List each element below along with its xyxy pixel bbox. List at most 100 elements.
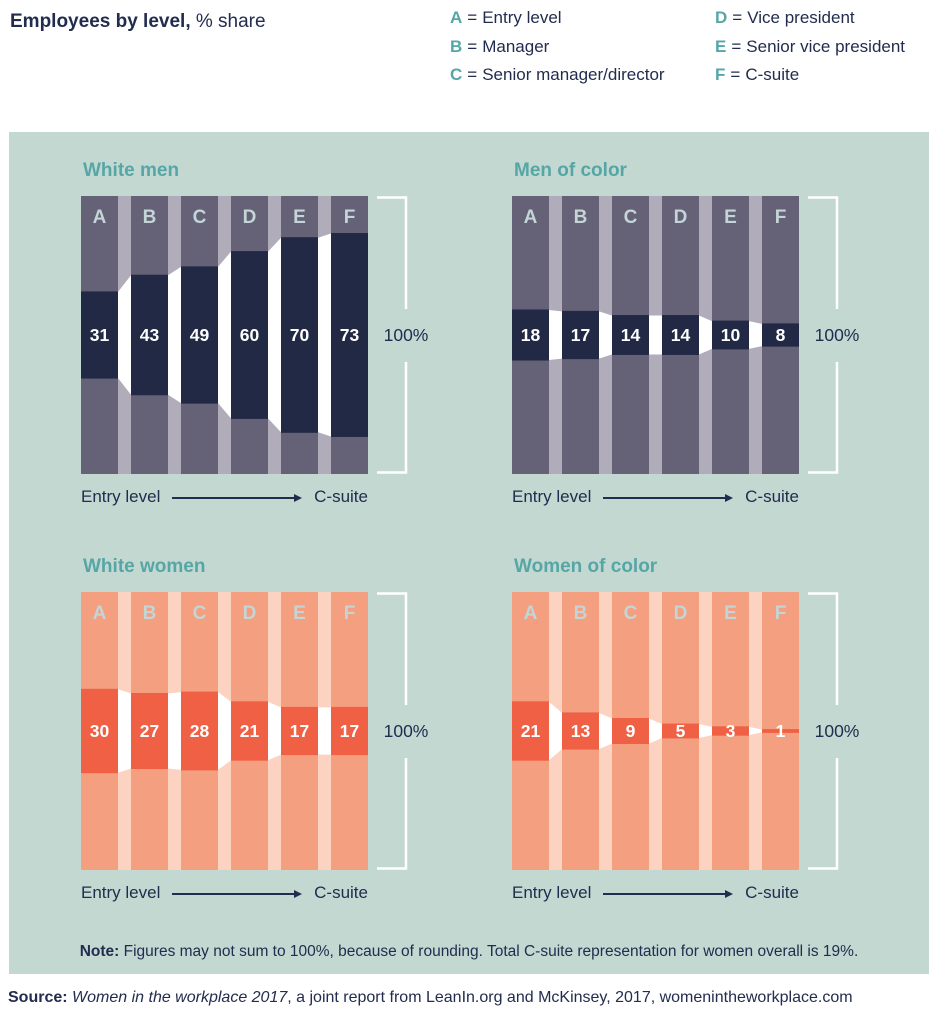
legend-separator: =	[467, 8, 478, 27]
svg-text:28: 28	[190, 721, 210, 741]
svg-text:A: A	[524, 603, 538, 624]
panel-men-of-color: Men of color 18 17 14 14 10 8 A B C D E F 100% Entry…	[512, 160, 882, 507]
svg-text:D: D	[243, 207, 257, 228]
svg-text:13: 13	[571, 721, 591, 741]
arrow-right-icon	[172, 890, 303, 898]
legend-label: Senior manager/director	[482, 65, 665, 84]
funnel-chart-white-women: 30 27 28 21 17 17 A B C D E F 100%	[81, 592, 441, 870]
svg-text:100%: 100%	[815, 721, 860, 741]
source-report-title: Women in the workplace 2017	[67, 989, 288, 1006]
panel-white-men: White men 31 43 49 60 70 73 A B C D E F 100% Entry l…	[81, 160, 451, 507]
legend-key: A	[450, 8, 463, 27]
funnel-chart-white-men: 31 43 49 60 70 73 A B C D E F 100%	[81, 196, 441, 474]
axis-row: Entry level C-suite	[81, 883, 368, 903]
arrow-right-icon	[603, 494, 734, 502]
legend-label: Manager	[482, 36, 550, 56]
source-rest: , a joint report from LeanIn.org and McK…	[287, 989, 853, 1006]
svg-text:30: 30	[90, 721, 110, 741]
panel-women-of-color: Women of color 21 13 9 5 3 1 A B C D E F 100% Entry …	[512, 556, 882, 903]
svg-text:27: 27	[140, 721, 159, 741]
source-label: Source:	[8, 989, 68, 1006]
legend-column-left: A = Entry level B = Manager C = Senior m…	[450, 9, 665, 95]
svg-text:31: 31	[90, 325, 110, 345]
svg-text:100%: 100%	[815, 325, 860, 345]
legend-column-right: D = Vice president E = Senior vice presi…	[715, 9, 905, 95]
source-line: Source: Women in the workplace 2017, a j…	[8, 989, 853, 1007]
svg-text:17: 17	[290, 721, 309, 741]
svg-text:D: D	[674, 207, 688, 228]
legend-separator: =	[467, 36, 478, 56]
axis-left-label: Entry level	[512, 487, 592, 506]
legend-key: D	[715, 8, 728, 27]
svg-text:100%: 100%	[384, 325, 429, 345]
footnote-label: Note:	[79, 943, 120, 960]
legend-item-b: B = Manager	[450, 36, 665, 56]
svg-text:B: B	[574, 603, 588, 624]
svg-text:F: F	[775, 207, 787, 228]
svg-text:9: 9	[626, 721, 636, 741]
svg-text:F: F	[344, 207, 356, 228]
svg-text:E: E	[293, 603, 306, 624]
funnel-chart-women-of-color: 21 13 9 5 3 1 A B C D E F 100%	[512, 592, 872, 870]
axis-right-label: C-suite	[314, 883, 368, 902]
axis-right-label: C-suite	[314, 487, 368, 506]
svg-text:F: F	[344, 603, 356, 624]
svg-text:A: A	[93, 207, 107, 228]
panel-white-women: White women 30 27 28 21 17 17 A B C D E F 100% Entry…	[81, 556, 451, 903]
axis-right-label: C-suite	[745, 487, 799, 506]
svg-text:70: 70	[290, 325, 310, 345]
legend-separator: =	[730, 65, 741, 84]
svg-text:1: 1	[776, 721, 786, 741]
svg-text:F: F	[775, 603, 787, 624]
svg-text:B: B	[143, 603, 157, 624]
page-title: Employees by level, % share	[10, 10, 266, 34]
axis-left-label: Entry level	[81, 883, 161, 902]
legend-key: E	[715, 36, 727, 56]
axis-left-label: Entry level	[81, 487, 161, 506]
svg-text:5: 5	[676, 721, 686, 741]
svg-text:17: 17	[340, 721, 359, 741]
legend-separator: =	[467, 65, 478, 84]
svg-text:8: 8	[776, 325, 786, 345]
svg-text:21: 21	[240, 721, 260, 741]
svg-text:C: C	[193, 207, 207, 228]
legend-item-d: D = Vice president	[715, 9, 905, 27]
axis-row: Entry level C-suite	[81, 487, 368, 507]
svg-text:A: A	[524, 207, 538, 228]
svg-text:10: 10	[721, 325, 741, 345]
svg-text:21: 21	[521, 721, 541, 741]
svg-text:17: 17	[571, 325, 590, 345]
svg-text:C: C	[624, 603, 638, 624]
panel-title: Men of color	[514, 160, 627, 181]
chart-panel: White men 31 43 49 60 70 73 A B C D E F 100% Entry l…	[9, 132, 929, 974]
svg-text:49: 49	[190, 325, 210, 345]
legend-item-f: F = C-suite	[715, 66, 905, 84]
legend-item-e: E = Senior vice president	[715, 36, 906, 56]
legend-label: Entry level	[482, 8, 562, 27]
axis-row: Entry level C-suite	[512, 883, 799, 903]
legend-label: C-suite	[745, 65, 800, 84]
svg-text:14: 14	[671, 325, 691, 345]
legend-item-a: A = Entry level	[450, 9, 665, 27]
legend-item-c: C = Senior manager/director	[450, 66, 665, 84]
svg-text:43: 43	[140, 325, 160, 345]
page-title-bold: Employees by level,	[10, 11, 191, 32]
svg-text:3: 3	[726, 721, 736, 741]
legend-key: C	[450, 65, 463, 84]
footnote-text: Figures may not sum to 100%, because of …	[119, 943, 859, 960]
svg-text:A: A	[93, 603, 107, 624]
svg-text:60: 60	[240, 325, 260, 345]
axis-right-label: C-suite	[745, 883, 799, 902]
svg-text:E: E	[293, 207, 306, 228]
svg-text:C: C	[624, 207, 638, 228]
page-title-rest: % share	[190, 11, 266, 32]
panel-title: White women	[83, 556, 206, 577]
footnote: Note: Figures may not sum to 100%, becau…	[9, 943, 929, 961]
legend-separator: =	[731, 36, 742, 56]
legend-label: Senior vice president	[746, 36, 906, 56]
legend-label: Vice president	[747, 8, 855, 27]
svg-text:C: C	[193, 603, 207, 624]
panel-title: White men	[83, 160, 180, 181]
arrow-right-icon	[172, 494, 303, 502]
svg-text:B: B	[574, 207, 588, 228]
